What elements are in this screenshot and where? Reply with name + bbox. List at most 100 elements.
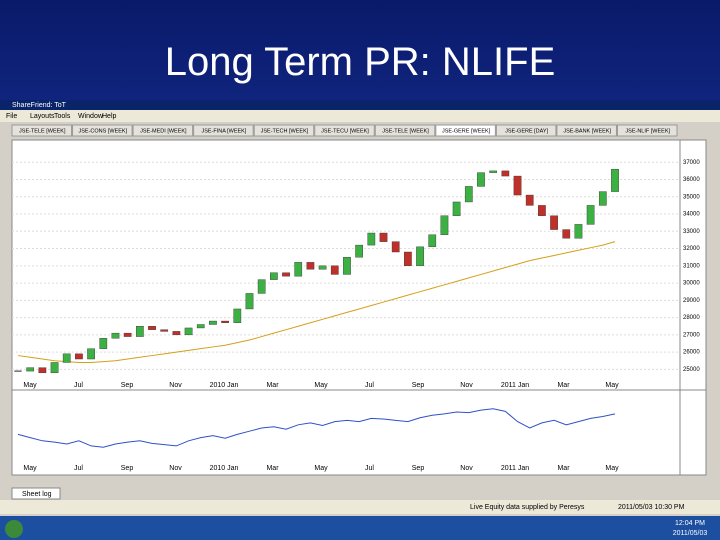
y-tick-label: 33000 [683,229,700,235]
clock-date: 2011/05/03 [673,530,708,537]
x-tick-label: 2010 Jan [210,465,239,472]
candle [123,332,132,337]
x-tick-label: May [314,382,328,389]
x-tick-label: Mar [557,382,570,389]
tab[interactable] [435,124,496,137]
y-tick-label: 27000 [683,332,700,338]
y-tick-label: 36000 [683,177,700,183]
tab-label: JSE-TELE [WEEK] [19,128,66,134]
candle [87,348,95,360]
y-tick-label: 31000 [683,263,700,269]
window-title: ShareFriend: ToT [12,102,67,109]
candle [379,232,388,242]
candle [172,331,181,336]
candle [135,326,144,337]
candle [270,272,278,280]
y-tick-label: 30000 [683,281,700,287]
tab[interactable] [11,124,73,137]
y-tick-label: 37000 [683,160,700,166]
candle [62,353,71,363]
tab-label: JSE-BANK [WEEK] [563,128,611,134]
y-tick-label: 26000 [683,350,700,356]
menu-item[interactable]: File [6,113,17,120]
candle [562,229,571,239]
candle [611,168,619,192]
title-bar [0,100,720,110]
candle [111,332,120,339]
x-tick-label: Mar [266,465,279,472]
menu-item[interactable]: Tools [54,113,71,120]
y-tick-label: 34000 [683,212,700,218]
candle [330,265,339,275]
x-tick-label: Nov [169,465,182,472]
candle [306,262,315,270]
tab-label: JSE-TELE [WEEK] [382,128,429,134]
tab-label: JSE-CONS [WEEK] [79,128,128,134]
tab[interactable] [253,124,315,137]
x-tick-label: May [605,465,619,472]
x-tick-label: May [23,382,37,389]
screenshot: ShareFriend: ToT Sheet log Live Equity d… [0,100,720,540]
candle [501,170,510,177]
candle [318,265,327,270]
sheet-tab[interactable] [11,487,61,500]
candle [209,320,217,325]
x-tick-label: Sep [121,382,134,389]
x-tick-label: Sep [121,465,134,472]
candle [477,172,485,187]
candle [464,186,473,203]
candle [148,326,156,330]
tab-label: JSE-TECU [WEEK] [321,128,369,134]
tab-label: JSE-MEDI [WEEK] [140,128,187,134]
moving-average [17,241,616,363]
candle [26,367,35,372]
x-tick-label: 2010 Jan [210,382,239,389]
x-tick-label: Jul [74,465,83,472]
x-tick-label: Sep [412,465,425,472]
y-tick-label: 28000 [683,315,700,321]
candle [428,234,437,248]
relative-strength [17,408,616,448]
candle [196,324,205,329]
x-tick-label: Nov [169,382,182,389]
x-tick-label: Jul [365,465,374,472]
candle [440,215,449,235]
candle [233,308,242,323]
menu-item[interactable]: Help [102,113,117,120]
candle [416,246,424,267]
tab[interactable] [495,124,557,137]
tab[interactable] [193,124,254,137]
tab[interactable] [556,124,617,137]
candle [404,251,412,267]
tab[interactable] [314,124,375,137]
candle [245,293,254,310]
candle [75,353,83,360]
candle [282,272,290,277]
candle [38,367,47,374]
candle [367,232,376,246]
tab[interactable] [616,124,678,137]
tab[interactable] [132,124,194,137]
candle [489,170,498,173]
tab[interactable] [72,124,133,137]
candle [355,244,363,258]
candle [343,256,351,275]
tab-label: JSE-TECH [WEEK] [261,128,309,134]
candle [452,201,461,216]
candle [525,194,534,206]
y-tick-label: 32000 [683,246,700,252]
candle [50,362,59,374]
start-button[interactable] [5,520,23,538]
taskbar [0,516,720,540]
x-tick-label: May [605,382,619,389]
tab[interactable] [374,124,436,137]
menu-item[interactable]: Layouts [30,113,55,120]
candle [391,241,400,253]
x-tick-label: Mar [266,382,279,389]
tab-label: JSE-NLIF [WEEK] [625,128,670,134]
menu-item[interactable]: Window [78,113,104,120]
candle [294,262,303,277]
slide-title: Long Term PR: NLIFE [164,40,556,84]
chart-area [11,139,681,476]
